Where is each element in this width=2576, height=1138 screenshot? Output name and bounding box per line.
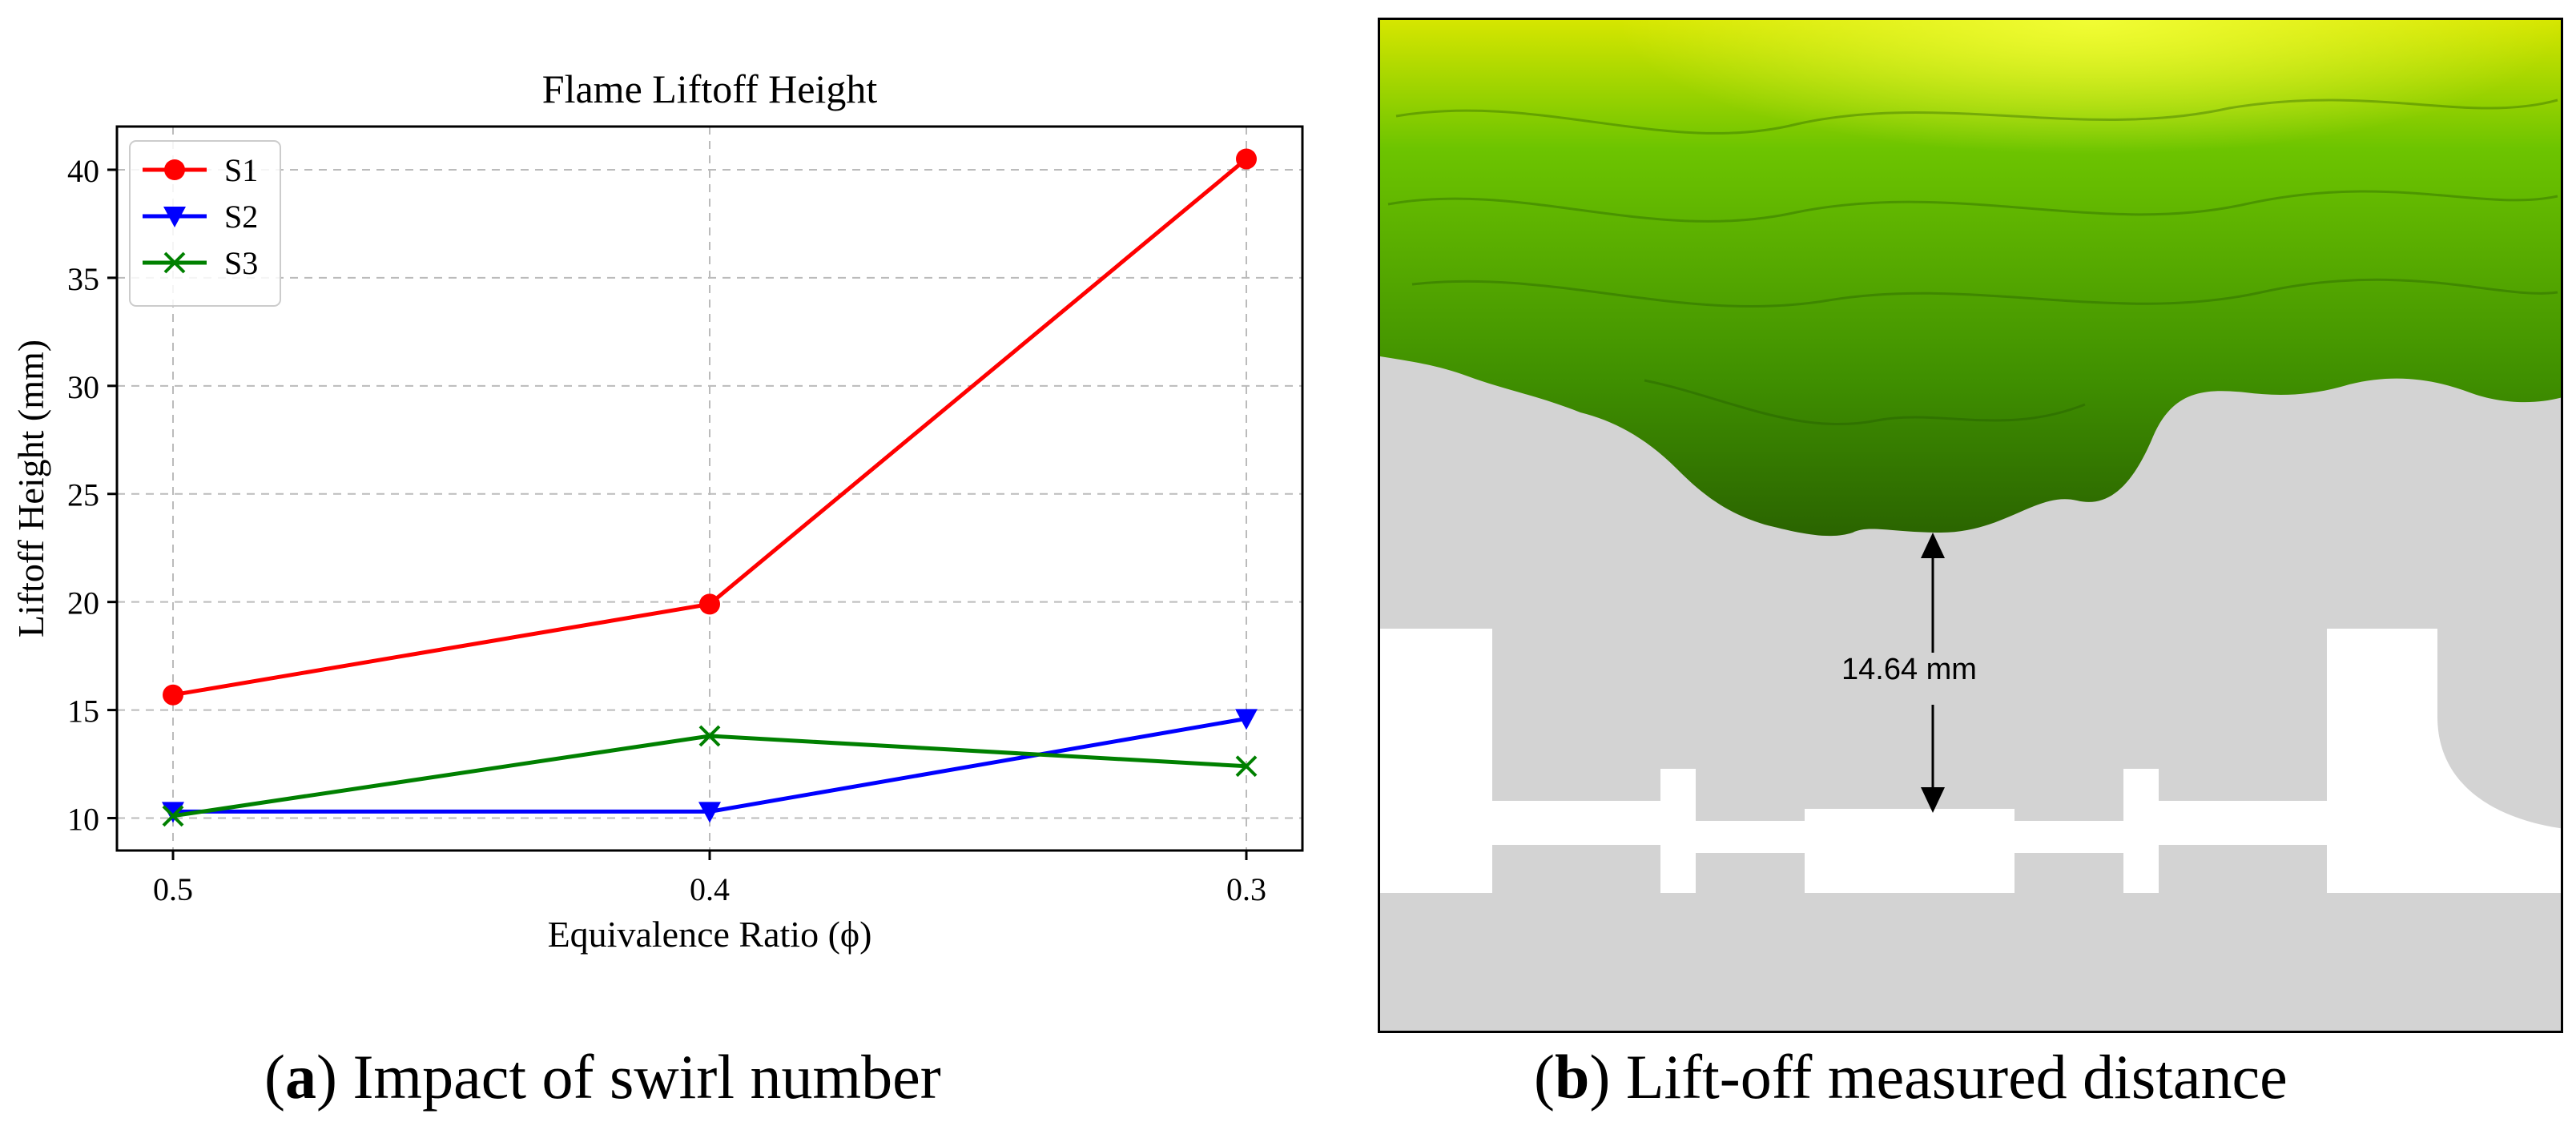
caption-a-text: ) Impact of swirl number [316,1042,941,1112]
x-axis-label: Equivalence Ratio (ϕ) [548,914,872,955]
y-tick-label: 40 [67,153,99,189]
data-point-s3 [698,725,721,747]
legend-label-s3: S3 [224,245,258,281]
y-axis-label: Liftoff Height (mm) [10,340,51,637]
flame-texture [1387,99,2558,426]
caption-b-letter: b [1554,1042,1590,1112]
data-point-s2 [162,802,184,823]
ticks-layer: 10 15 20 25 30 35 40 0.5 0.4 0.3 [67,153,1266,907]
chart-title: Flame Liftoff Height [542,66,878,111]
legend-marker-s3 [163,251,186,274]
data-point-s2 [698,802,721,823]
liftoff-render-panel: 14.64 mm [1378,18,2563,1033]
data-point-s3 [162,805,184,827]
y-tick-label: 10 [67,802,99,838]
y-tick-label: 15 [67,694,99,730]
x-tick-label: 0.3 [1226,871,1266,907]
x-tick-label: 0.5 [153,871,193,907]
legend-label-s2: S2 [224,199,258,235]
data-point-s1 [163,684,183,706]
series-layer [162,148,1258,827]
burner-geometry [1380,629,2561,893]
measurement-label: 14.64 mm [1837,653,1982,687]
legend-label-s1: S1 [224,152,258,188]
caption-a-letter: a [284,1042,316,1112]
measurement-arrow [1921,533,1945,813]
liftoff-chart: Flame Liftoff Height Equivalence Ratio (… [10,66,1304,955]
legend-marker-s1 [164,159,185,180]
caption-a: (a) Impact of swirl number [264,1042,941,1112]
grid-layer [117,127,1302,850]
x-tick-label: 0.4 [690,871,730,907]
y-tick-label: 20 [67,585,99,621]
caption-b: (b) Lift-off measured distance [1534,1042,2288,1112]
caption-b-text: ) Lift-off measured distance [1589,1042,2288,1112]
data-point-s1 [1236,148,1257,170]
y-tick-label: 30 [67,369,99,405]
data-point-s1 [699,593,720,615]
data-point-s2 [1235,709,1258,730]
y-tick-label: 35 [67,261,99,297]
legend: S1 S2 S3 [129,140,281,307]
legend-marker-s2 [163,207,186,227]
y-tick-label: 25 [67,477,99,513]
data-point-s3 [1235,755,1258,778]
